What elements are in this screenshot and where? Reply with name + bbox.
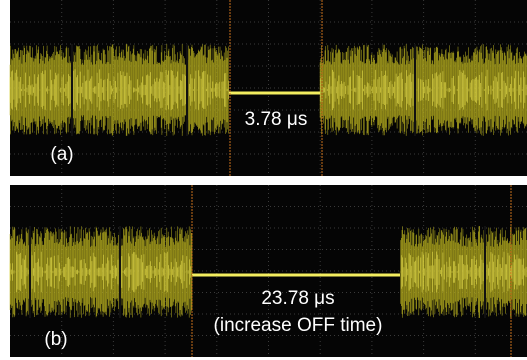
pulse-width-label: 23.78 μs [261,288,334,309]
annotation: (increase OFF time) [214,315,383,336]
pulse-width-label: 3.78 μs [245,109,308,130]
panel-label: (b) [44,329,67,350]
panel-label: (a) [50,144,73,165]
page: 3.78 μs (a) 23.78 μs (increase OFF time)… [0,0,527,360]
figure: 3.78 μs (a) 23.78 μs (increase OFF time)… [0,0,527,360]
